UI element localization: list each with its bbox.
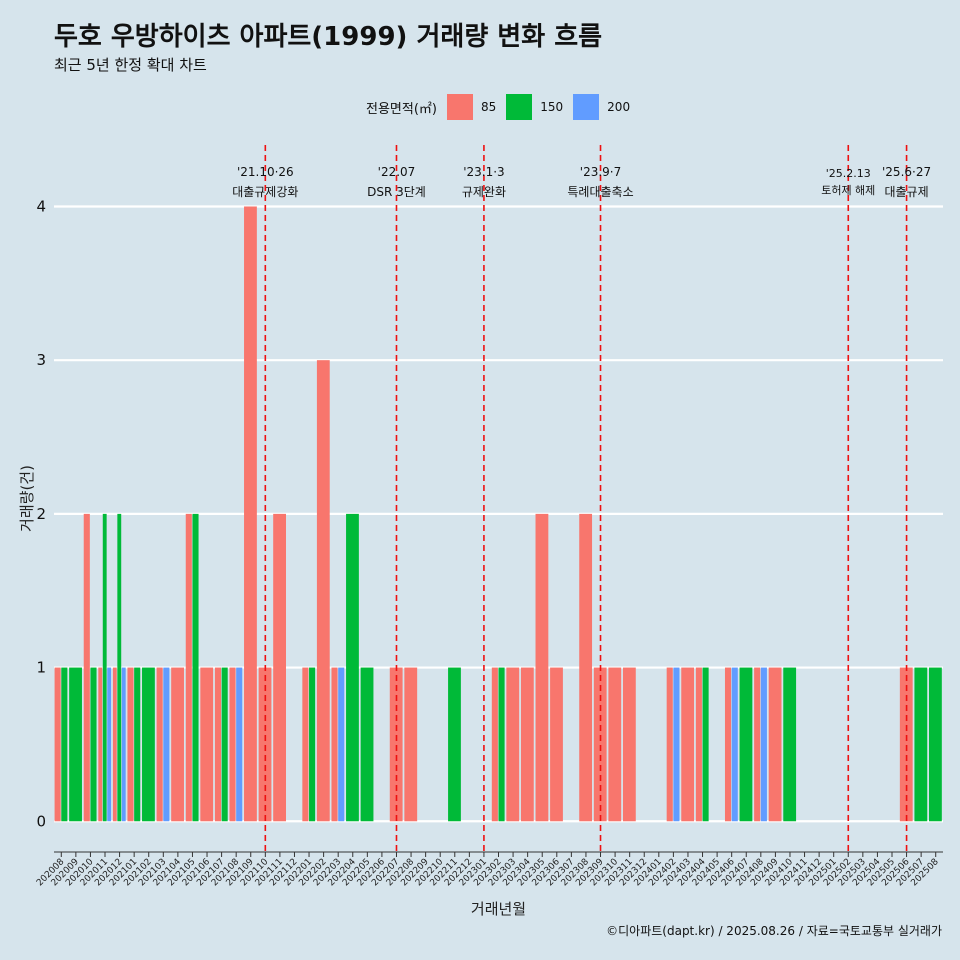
y-tick-label-2: 2 [36,505,46,523]
bar-202106-85 [200,667,214,822]
legend-swatch-85 [446,94,473,120]
bar-202305-85 [535,513,549,822]
y-axis-label: 거래량(건) [18,465,36,532]
bar-202311-85 [622,667,636,822]
bar-202406-200 [731,667,738,822]
bar-202402-200 [673,667,680,822]
bar-202201-150 [309,667,316,822]
bar-202407-150 [739,667,753,822]
policy-date-202309: '23.9·7 [580,165,621,179]
policy-label-202502: 토허제 해제 [821,183,875,197]
bar-202306-85 [550,667,563,822]
legend-swatch-200 [573,94,600,120]
bar-202008-150 [61,667,68,822]
bar-202404-150 [702,667,709,822]
bar-202309-85 [593,667,607,822]
bar-202304-85 [520,667,534,822]
bar-202410-150 [783,667,797,822]
bar-202108-85 [229,667,236,822]
bar-202508-150 [929,667,942,822]
bar-202101-85 [127,667,134,822]
bar-202203-85 [331,667,338,822]
legend-item-85: 85 [446,94,497,120]
chart-subtitle: 최근 5년 한정 확대 차트 [54,56,207,74]
bar-202408-200 [760,667,767,822]
bar-202302-150 [498,667,505,822]
y-tick-label-3: 3 [36,351,46,369]
y-tick-label-0: 0 [36,812,46,830]
bar-202104-85 [171,667,184,822]
y-tick-label-1: 1 [36,659,46,677]
policy-date-202502: '25.2.13 [826,167,871,180]
bar-202404-85 [695,667,702,822]
bar-202402-85 [666,667,673,822]
legend-item-150: 150 [506,94,563,120]
bar-202205-150 [360,667,374,822]
bar-202012-200 [121,667,126,822]
bar-202403-85 [681,667,695,822]
bar-202011-150 [102,513,107,822]
bar-202102-150 [142,667,155,822]
bar-202008-85 [54,667,61,822]
bar-202107-150 [221,667,228,822]
legend: 전용면적(㎡) 85 150 200 [366,94,640,120]
bar-202202-85 [316,360,330,822]
bar-202308-85 [579,513,593,822]
bar-202012-150 [117,513,122,822]
policy-date-202207: '22.07 [378,165,416,179]
bar-202103-200 [163,667,170,822]
bar-202506-85 [899,667,913,822]
policy-label-202301: 규제완화 [462,185,506,199]
bar-202408-85 [754,667,761,822]
bar-202409-85 [768,667,782,822]
bar-202010-150 [90,667,97,822]
bar-202011-200 [107,667,112,822]
policy-date-202506: '25.6·27 [882,165,931,179]
bar-202302-85 [491,667,498,822]
bar-202103-85 [156,667,163,822]
policy-label-202309: 특례대출축소 [567,185,633,199]
bar-202010-85 [83,513,90,822]
bar-202303-85 [506,667,520,822]
legend-label-200: 200 [607,100,631,114]
bar-202310-85 [608,667,622,822]
bar-202009-150 [69,667,82,822]
legend-swatch-150 [506,94,533,120]
chart-title: 두호 우방하이츠 아파트(1999) 거래량 변화 흐름 [54,22,603,52]
legend-label-85: 85 [480,100,497,114]
bar-202204-150 [346,513,359,822]
bar-202211-150 [448,667,461,822]
bar-202207-85 [389,667,403,822]
bar-202111-85 [273,513,286,822]
y-tick-label-4: 4 [36,197,46,215]
legend-label-150: 150 [540,100,564,114]
source-caption: ©디아파트(dapt.kr) / 2025.08.26 / 자료=국토교통부 실… [606,924,942,938]
x-axis-label: 거래년월 [471,900,526,918]
bar-202108-200 [236,667,243,822]
policy-date-202301: '23.1·3 [463,165,504,179]
policy-label-202110: 대출규제강화 [232,185,298,199]
bar-202507-150 [914,667,928,822]
bar-202109-85 [244,206,257,822]
bar-202107-85 [214,667,221,822]
bar-202201-85 [302,667,309,822]
bar-202110-85 [258,667,272,822]
legend-title: 전용면적(㎡) [366,101,437,117]
legend-item-200: 200 [573,94,630,120]
bar-202011-85 [98,667,103,822]
policy-date-202110: '21.10·26 [237,165,294,179]
bar-202105-85 [185,513,192,822]
bar-202208-85 [404,667,418,822]
bar-202012-85 [112,667,117,822]
policy-label-202506: 대출규제 [884,185,928,199]
bar-202406-85 [724,667,732,822]
bar-202101-150 [134,667,141,822]
policy-label-202207: DSR 3단계 [367,185,426,199]
bar-202105-150 [192,513,199,822]
bar-202203-200 [338,667,345,822]
